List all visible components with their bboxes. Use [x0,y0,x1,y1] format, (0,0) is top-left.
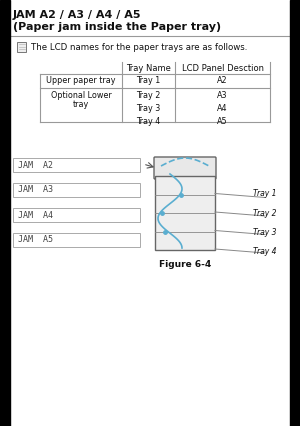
Text: tray: tray [73,100,89,109]
Text: Figure 6-4: Figure 6-4 [159,260,211,269]
Text: JAM A2 / A3 / A4 / A5: JAM A2 / A3 / A4 / A5 [13,10,142,20]
Text: Optional Lower: Optional Lower [51,91,111,100]
Text: Tray Name: Tray Name [126,64,171,73]
Text: JAM  A2: JAM A2 [18,161,53,170]
Bar [13,208,140,222]
Text: Tray 3: Tray 3 [253,228,277,237]
Text: LCD Panel Desction: LCD Panel Desction [182,64,263,73]
FancyBboxPatch shape [16,41,26,52]
Text: A3
A4
A5: A3 A4 A5 [217,91,228,127]
Text: Tray 2: Tray 2 [253,208,277,218]
Text: Tray 1: Tray 1 [253,189,277,198]
Text: JAM  A3: JAM A3 [18,185,53,195]
Bar [155,176,215,250]
FancyBboxPatch shape [154,157,216,179]
Bar [0,0,10,426]
Text: A2: A2 [217,76,228,85]
Text: Tray 2
Tray 3
Tray 4: Tray 2 Tray 3 Tray 4 [136,91,161,127]
Text: Tray 4: Tray 4 [253,248,277,256]
Text: JAM  A5: JAM A5 [18,236,53,245]
Bar [13,158,140,172]
Text: Tray 1: Tray 1 [136,76,160,85]
Bar [13,183,140,197]
Text: JAM  A4: JAM A4 [18,210,53,219]
Text: (Paper jam inside the Paper tray): (Paper jam inside the Paper tray) [13,22,221,32]
Text: Upper paper tray: Upper paper tray [46,76,116,85]
Text: The LCD names for the paper trays are as follows.: The LCD names for the paper trays are as… [31,43,248,52]
Bar [290,0,300,426]
Bar [13,233,140,247]
